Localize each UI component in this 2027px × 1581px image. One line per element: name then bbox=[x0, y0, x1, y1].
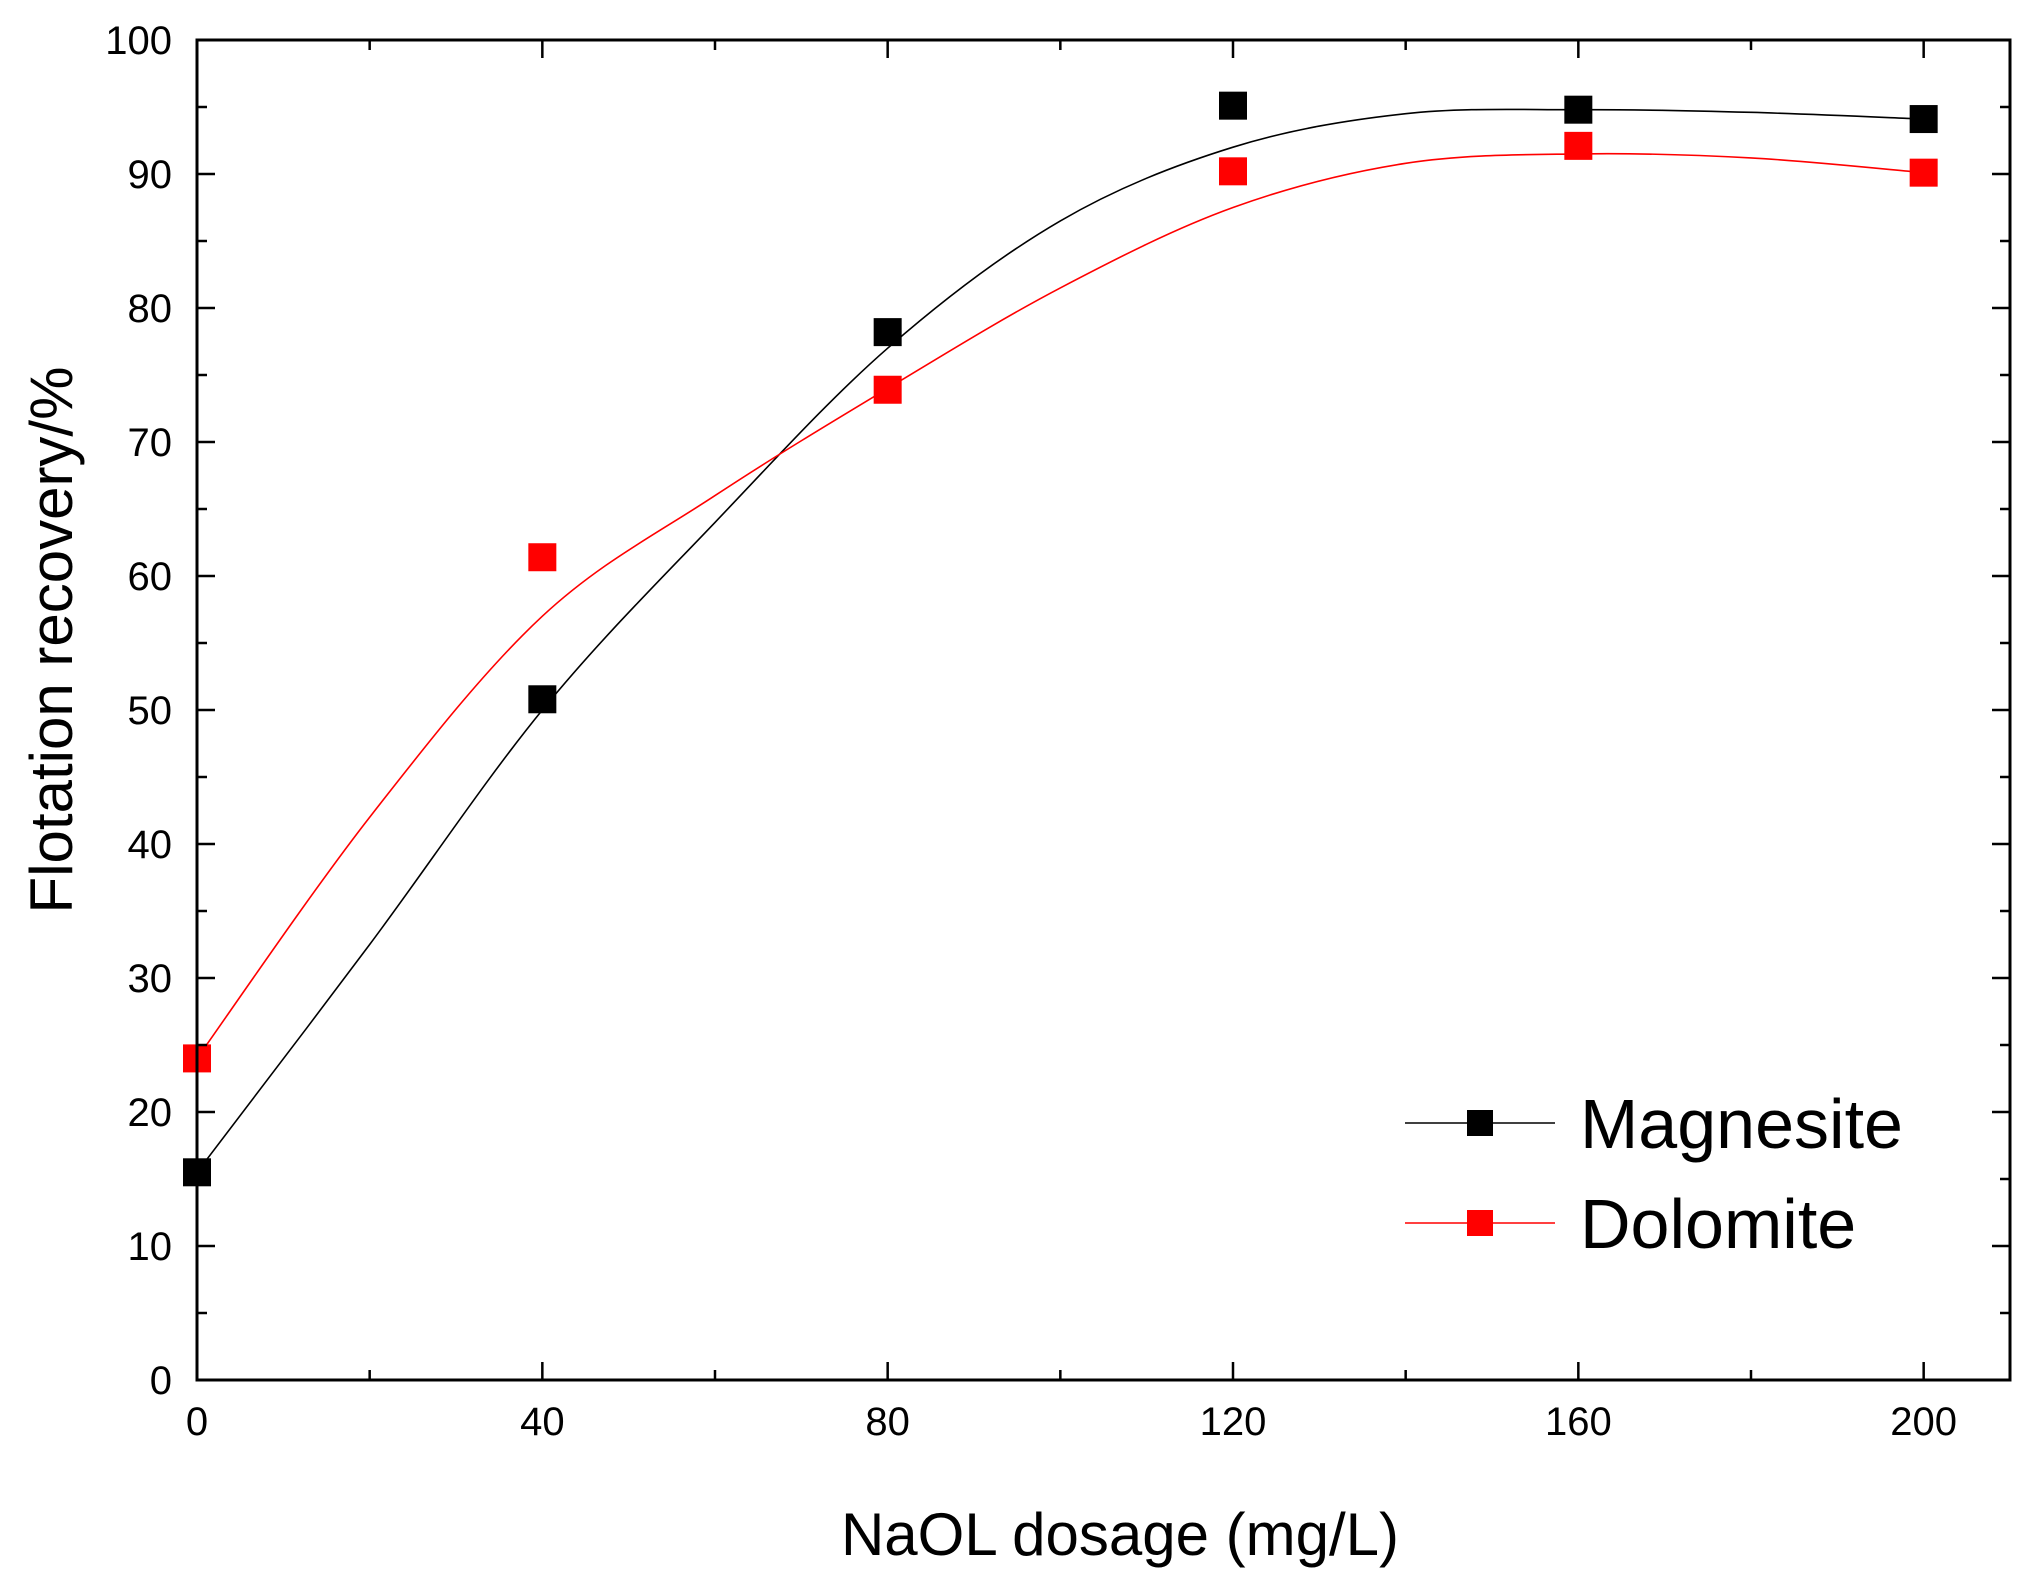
y-axis-title: Flotation recovery/% bbox=[18, 367, 85, 914]
legend-item-magnesite: Magnesite bbox=[1405, 1085, 1903, 1163]
legend-marker-magnesite bbox=[1467, 1110, 1493, 1136]
legend-label-magnesite: Magnesite bbox=[1580, 1085, 1903, 1163]
axes-group: 0 40 80 120 160 200 0 10 20 30 40 50 60 70 80 90 100 bbox=[105, 19, 2012, 1444]
y-tick-label: 100 bbox=[105, 19, 172, 63]
data-point-dolomite bbox=[1219, 157, 1247, 186]
data-point-magnesite bbox=[1564, 95, 1593, 124]
data-markers-group bbox=[183, 91, 1938, 1187]
y-tick-label: 70 bbox=[128, 421, 173, 465]
fit-curves-group bbox=[196, 108, 1924, 1173]
y-tick-label: 80 bbox=[128, 287, 173, 331]
x-tick-label: 200 bbox=[1890, 1400, 1957, 1444]
data-point-dolomite bbox=[1909, 158, 1938, 187]
y-tick-label: 50 bbox=[128, 689, 173, 733]
legend-item-dolomite: Dolomite bbox=[1405, 1185, 1856, 1263]
x-tick-label: 0 bbox=[186, 1400, 208, 1444]
x-tick-label: 80 bbox=[865, 1400, 910, 1444]
legend: Magnesite Dolomite bbox=[1405, 1085, 1903, 1263]
y-tick-label: 10 bbox=[128, 1225, 173, 1269]
x-tick-label: 160 bbox=[1545, 1400, 1612, 1444]
y-tick-label: 60 bbox=[128, 555, 173, 599]
plot-frame bbox=[195, 38, 2012, 1382]
y-tick-label: 20 bbox=[128, 1091, 173, 1135]
x-tick-label: 40 bbox=[520, 1400, 565, 1444]
y-tick-label: 90 bbox=[128, 153, 173, 197]
fit-curve-dolomite bbox=[196, 152, 1924, 1059]
data-point-dolomite bbox=[528, 543, 557, 572]
y-tick-label: 30 bbox=[128, 957, 173, 1001]
y-tick-label: 40 bbox=[128, 823, 173, 867]
data-point-magnesite bbox=[528, 685, 557, 714]
x-tick-label: 120 bbox=[1200, 1400, 1267, 1444]
data-point-magnesite bbox=[1219, 91, 1247, 120]
legend-marker-dolomite bbox=[1467, 1210, 1493, 1236]
data-point-magnesite bbox=[873, 318, 902, 347]
y-tick-label: 0 bbox=[150, 1359, 172, 1403]
x-axis-title: NaOL dosage (mg/L) bbox=[841, 1501, 1399, 1568]
data-point-magnesite bbox=[1909, 105, 1938, 134]
data-point-dolomite bbox=[1564, 131, 1593, 160]
data-point-dolomite bbox=[873, 375, 902, 404]
legend-label-dolomite: Dolomite bbox=[1580, 1185, 1856, 1263]
fit-curve-magnesite bbox=[196, 108, 1924, 1173]
